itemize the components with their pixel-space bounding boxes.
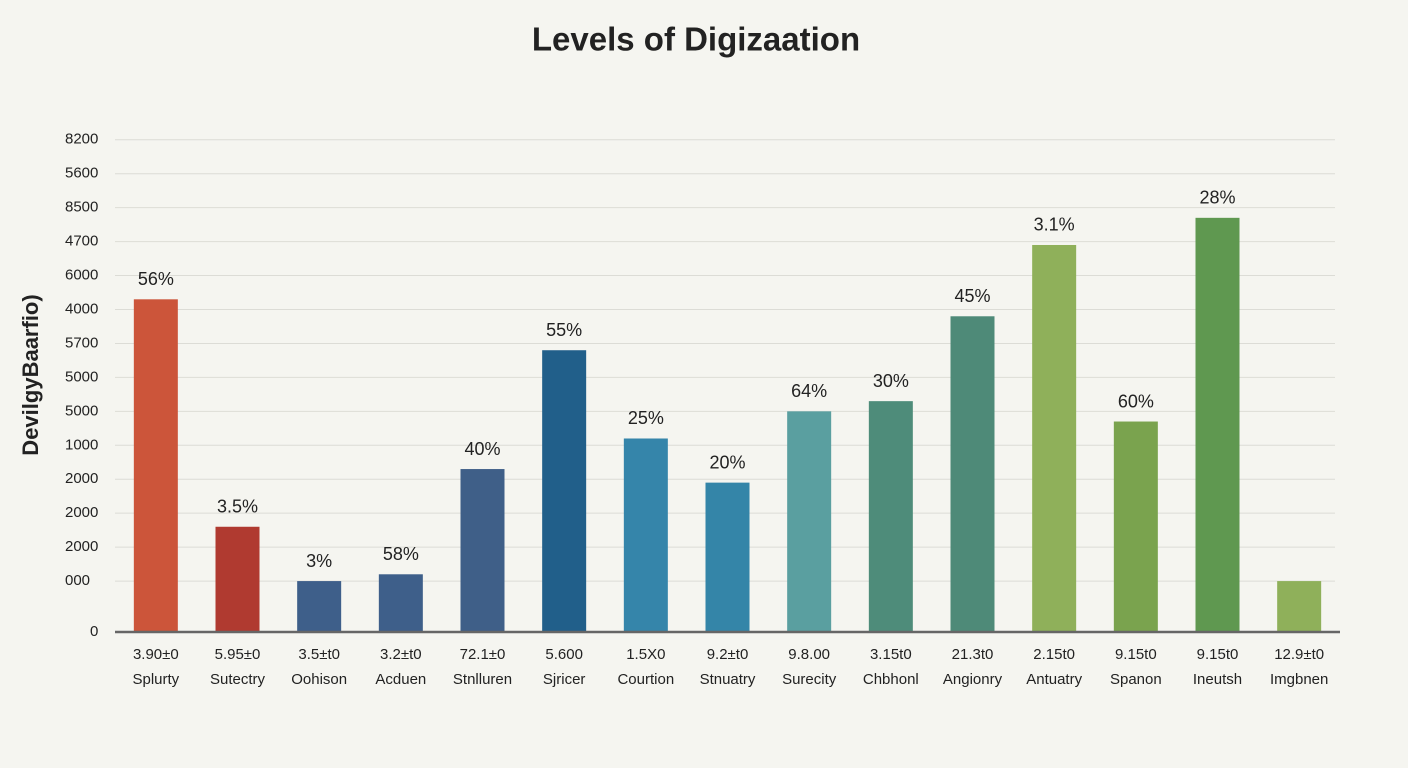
x-tick-label: Surecity [782,671,837,688]
bar [787,411,832,632]
value-label: 56% [138,269,174,289]
value-label: 40% [464,439,500,459]
x-tick-code: 72.1±0 [460,646,506,663]
x-tick-code: 3.90±0 [133,646,179,663]
bar [705,482,750,632]
y-tick-label: 5000 [65,402,98,419]
x-tick-code: 12.9±t0 [1274,646,1324,663]
bar [1277,581,1322,632]
value-label: 20% [709,452,745,472]
x-tick-code: 3.15t0 [870,646,912,663]
x-tick-code: 1.5X0 [626,646,665,663]
y-tick-label: 0 [90,623,98,640]
y-tick-label: 5600 [65,165,98,182]
x-tick-code: 9.15t0 [1197,646,1239,663]
y-tick-label: 8500 [65,199,98,216]
x-tick-code: 5.600 [545,646,583,663]
x-tick-label: Splurty [132,671,179,688]
value-label: 3.1% [1034,215,1075,235]
bar [215,526,260,632]
value-label: 45% [954,286,990,306]
x-tick-label: Stnlluren [453,671,512,688]
bar [623,438,668,632]
x-tick-code: 3.5±t0 [298,646,340,663]
bar [297,581,342,632]
x-tick-label: Sjricer [543,671,586,688]
y-tick-label: 6000 [65,267,98,284]
y-tick-label: 2000 [65,470,98,487]
x-tick-label: Sutectry [210,671,266,688]
y-tick-label: 5000 [65,368,98,385]
x-tick-code: 9.2±t0 [707,646,749,663]
bar [460,469,505,632]
x-tick-code: 2.15t0 [1033,646,1075,663]
value-label: 55% [546,320,582,340]
y-tick-label: 5700 [65,334,98,351]
x-tick-code: 3.2±t0 [380,646,422,663]
value-label: 60% [1118,391,1154,411]
value-label: 3.5% [217,497,258,517]
y-tick-label: 2000 [65,538,98,555]
value-label: 25% [628,408,664,428]
bar [542,350,587,632]
bar [133,299,178,632]
y-tick-label: 4000 [65,300,98,317]
x-tick-label: Courtion [617,671,674,688]
x-tick-label: Ineutsh [1193,671,1242,688]
y-tick-label: 8200 [65,131,98,148]
x-tick-label: Stnuatry [700,671,756,688]
value-label: 3% [306,551,332,571]
x-tick-label: Antuatry [1026,671,1082,688]
x-tick-code: 21.3t0 [952,646,994,663]
x-tick-label: Acduen [375,671,426,688]
value-label: 30% [873,371,909,391]
bar [868,401,913,632]
x-tick-code: 9.8.00 [788,646,830,663]
y-tick-label: 4700 [65,233,98,250]
x-tick-label: Oohison [291,671,347,688]
chart-title: Levels of Digizaation [532,21,860,58]
x-tick-label: Angionry [943,671,1003,688]
x-tick-label: Spanon [1110,671,1162,688]
y-axis-label: DevilgyBaarfio) [18,294,43,455]
x-tick-code: 9.15t0 [1115,646,1157,663]
y-tick-label: 000 [65,572,90,589]
value-label: 28% [1199,188,1235,208]
bar [1195,217,1240,632]
y-tick-label: 1000 [65,436,98,453]
bar [1113,421,1158,632]
bar [378,574,423,632]
y-tick-label: 2000 [65,504,98,521]
bar [1032,244,1077,632]
value-label: 58% [383,544,419,564]
x-tick-code: 5.95±0 [215,646,261,663]
x-tick-label: Imgbnen [1270,671,1328,688]
value-label: 64% [791,381,827,401]
x-tick-label: Chbhonl [863,671,919,688]
bar [950,316,995,632]
